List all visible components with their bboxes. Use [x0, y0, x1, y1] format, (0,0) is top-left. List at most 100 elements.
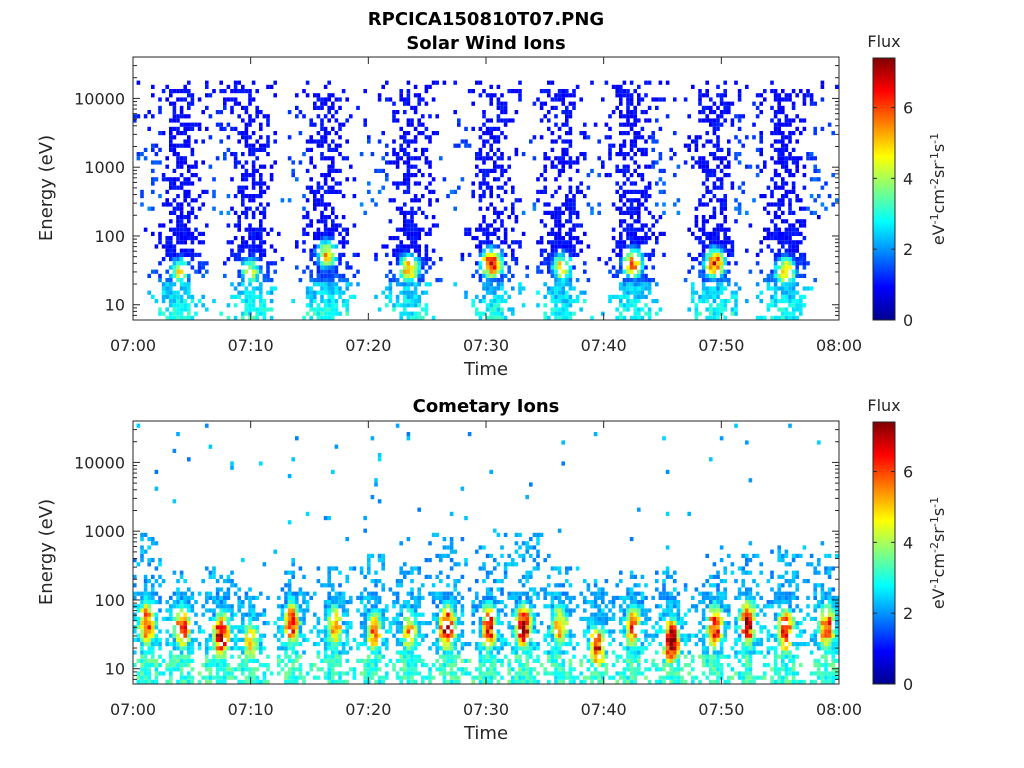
spectrogram-cell	[734, 282, 738, 287]
spectrogram-cell	[464, 667, 468, 672]
spectrogram-cell	[176, 118, 180, 123]
spectrogram-cell	[637, 147, 641, 152]
spectrogram-cell	[179, 227, 184, 232]
spectrogram-cell	[575, 210, 580, 215]
spectrogram-cell	[709, 303, 713, 308]
spectrogram-cell	[219, 139, 223, 144]
spectrogram-cell	[287, 637, 292, 642]
spectrogram-cell	[475, 236, 479, 241]
spectrogram-cell	[464, 642, 468, 647]
spectrogram-cell	[406, 244, 411, 249]
spectrogram-cell	[626, 227, 630, 232]
spectrogram-cell	[651, 164, 655, 169]
spectrogram-cell	[385, 152, 389, 157]
spectrogram-cell	[413, 244, 418, 249]
spectrogram-cell	[331, 583, 335, 588]
spectrogram-cell	[172, 667, 177, 672]
spectrogram-cell	[698, 240, 702, 245]
spectrogram-cell	[410, 198, 414, 203]
spectrogram-cell	[554, 210, 558, 215]
spectrogram-cell	[608, 299, 612, 304]
spectrogram-cell	[417, 282, 421, 287]
spectrogram-cell	[554, 294, 558, 299]
spectrogram-cell	[489, 303, 493, 308]
spectrogram-cell	[197, 240, 202, 245]
spectrogram-cell	[377, 679, 382, 684]
spectrogram-cell	[291, 160, 295, 165]
spectrogram-cell	[287, 658, 292, 663]
spectrogram-cell	[406, 621, 411, 626]
spectrogram-cell	[561, 244, 565, 249]
spectrogram-cell	[773, 273, 778, 278]
spectrogram-cell	[734, 299, 738, 304]
spectrogram-cell	[262, 679, 267, 684]
spectrogram-cell	[291, 629, 295, 634]
spectrogram-cell	[626, 97, 630, 102]
spectrogram-cell	[277, 625, 281, 630]
spectrogram-cell	[709, 122, 713, 127]
spectrogram-cell	[359, 671, 364, 676]
spectrogram-cell	[511, 185, 515, 190]
spectrogram-cell	[799, 252, 803, 257]
spectrogram-cell	[403, 675, 407, 680]
spectrogram-cell	[471, 608, 475, 613]
spectrogram-cell	[223, 667, 227, 672]
spectrogram-cell	[327, 97, 331, 102]
spectrogram-cell	[554, 248, 558, 253]
spectrogram-cell	[187, 227, 191, 232]
spectrogram-cell	[395, 621, 400, 626]
spectrogram-cell	[417, 311, 421, 316]
spectrogram-cell	[413, 173, 418, 178]
spectrogram-cell	[773, 299, 778, 304]
spectrogram-cell	[417, 261, 421, 266]
spectrogram-cell	[359, 152, 364, 157]
spectrogram-cell	[395, 236, 400, 241]
spectrogram-cell	[500, 257, 504, 262]
spectrogram-cell	[158, 646, 162, 651]
spectrogram-cell	[309, 273, 313, 278]
spectrogram-cell	[205, 663, 209, 668]
spectrogram-cell	[446, 616, 450, 621]
spectrogram-cell	[568, 189, 573, 194]
spectrogram-cell	[547, 80, 551, 85]
spectrogram-cell	[140, 675, 144, 680]
spectrogram-cell	[802, 294, 807, 299]
spectrogram-cell	[813, 101, 817, 106]
spectrogram-cell	[176, 223, 180, 228]
spectrogram-cell	[496, 118, 501, 123]
spectrogram-cell	[777, 307, 781, 312]
spectrogram-cell	[755, 105, 760, 110]
spectrogram-cell	[449, 608, 454, 613]
spectrogram-cell	[205, 105, 209, 110]
spectrogram-cell	[547, 156, 551, 161]
spectrogram-cell	[327, 637, 331, 642]
y-tick-label: 1000	[84, 158, 125, 177]
spectrogram-cell	[133, 629, 137, 634]
spectrogram-cell	[629, 198, 634, 203]
spectrogram-cell	[460, 595, 465, 600]
spectrogram-cell	[449, 658, 454, 663]
spectrogram-cell	[705, 80, 709, 85]
spectrogram-cell	[251, 616, 256, 621]
spectrogram-cell	[215, 621, 220, 626]
spectrogram-cell	[518, 240, 522, 245]
spectrogram-cell	[248, 303, 252, 308]
spectrogram-cell	[244, 261, 249, 266]
spectrogram-cell	[230, 177, 234, 182]
spectrogram-cell	[442, 537, 447, 542]
spectrogram-cell	[143, 574, 148, 579]
spectrogram-cell	[374, 604, 378, 609]
spectrogram-cell	[701, 110, 706, 115]
spectrogram-cell	[320, 629, 324, 634]
spectrogram-cell	[795, 240, 799, 245]
spectrogram-cell	[691, 84, 695, 89]
spectrogram-cell	[698, 311, 702, 316]
spectrogram-cell	[439, 633, 443, 638]
spectrogram-cell	[712, 156, 717, 161]
spectrogram-cell	[187, 135, 191, 140]
spectrogram-cell	[385, 604, 389, 609]
spectrogram-cell	[719, 122, 724, 127]
spectrogram-cell	[752, 101, 756, 106]
spectrogram-cell	[251, 118, 256, 123]
